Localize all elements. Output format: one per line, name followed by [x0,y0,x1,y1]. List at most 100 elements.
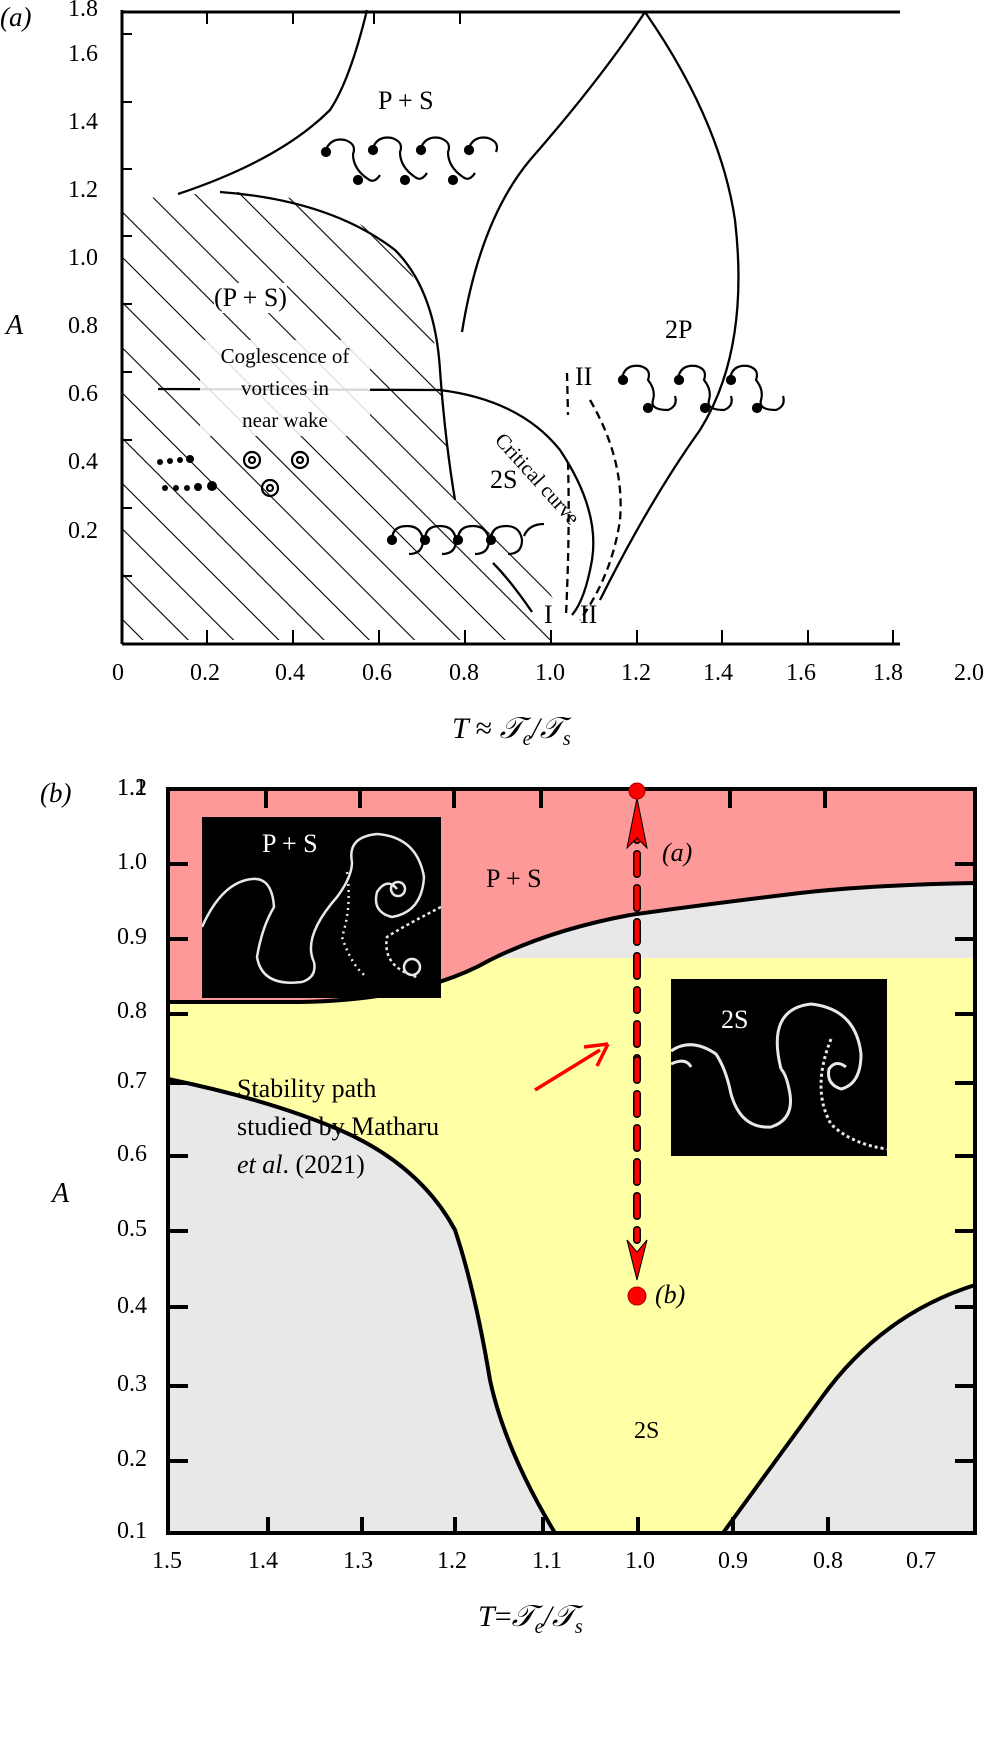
ytick: 1.6 [68,41,98,67]
ytick: 0.2 [117,1446,147,1472]
inset-ps-image: P + S [202,817,441,998]
ytick: 0.6 [68,381,98,407]
ytick: 1.8 [68,0,98,22]
ytick: 0.5 [117,1216,147,1242]
xtick: 1.5 [152,1548,182,1574]
panel-b-ylabel: A [52,1178,70,1209]
point-a-marker [628,782,646,800]
region-ps-label-b: P + S [486,864,542,893]
xtick: 1.3 [343,1548,373,1574]
ytick: 0.7 [117,1068,147,1094]
xtick: 0.2 [190,660,220,686]
annotation-line1: Stability path [237,1074,377,1103]
ps-upper-boundary [177,9,369,196]
xlabel-lhs: T [478,1600,495,1633]
panel-b-xlabel: T=𝒯e/𝒯s [478,1600,583,1638]
ytick: 0.8 [68,313,98,339]
near-wake-vortices [157,450,310,498]
ytick: 1.4 [68,109,98,135]
region-2p-label: 2P [665,315,693,344]
point-a-label: (a) [662,838,693,867]
xlabel-num: 𝒯 [511,1600,535,1633]
pointer-arrow [534,1048,601,1092]
xlabel-num-sub: e [534,1616,544,1638]
panel-a-ylabel: A [6,310,24,341]
xtick: 1.0 [535,660,565,686]
xlabel-num-sub: e [522,728,532,750]
inset-2s-image: 2S [671,979,887,1156]
xtick: 0.8 [813,1548,843,1574]
region-ps-label: P + S [378,86,434,115]
twop-vortex-street [617,364,785,414]
annotation-etal: et al [237,1150,283,1179]
ytick: 0.8 [117,998,147,1024]
inset-2s-label: 2S [721,1005,749,1034]
ytick: 0.1 [117,1518,147,1544]
xtick: 1.2 [437,1548,467,1574]
arrow-down-icon [626,1239,648,1281]
ytick: 0.4 [117,1293,147,1319]
xtick: 0.7 [906,1548,936,1574]
xlabel-num: 𝒯 [499,712,523,745]
twos-vortex-image [671,1002,887,1151]
xlabel-den-sub: s [562,728,571,750]
coalescence-line2: vortices in [240,376,330,400]
xtick: 1.2 [621,660,651,686]
coalescence-line1: Coglescence of [220,344,350,368]
coalescence-line3: near wake [242,408,328,432]
xtick: 1.1 [532,1548,562,1574]
panel-a-xlabel: T ≈ 𝒯e/𝒯s [452,712,571,750]
point-b-marker [627,1286,647,1306]
line-I [564,372,570,616]
ytick: 0.3 [117,1371,147,1397]
ytick: 1.0 [68,245,98,271]
xtick: 0 [112,660,124,686]
xlabel-den-sub: s [574,1616,583,1638]
xtick: 2.0 [954,660,984,686]
ytick: 0.6 [117,1141,147,1167]
stability-path [534,782,648,1306]
line-II [579,399,622,621]
ytick: 0.4 [68,449,98,475]
panel-b-label: (b) [40,778,72,808]
xtick: 0.8 [449,660,479,686]
ytick: 1.1 [117,775,147,801]
annotation-line2: studied by Matharu [237,1112,440,1141]
right-boundary [721,1283,976,1535]
region-2s-label-b: 2S [634,1418,660,1444]
inset-ps-label: P + S [262,829,318,858]
xlabel-lhs: T [452,712,469,745]
mark-II-top: II [575,362,593,391]
xlabel-den: 𝒯 [551,1600,575,1633]
xtick: 1.4 [703,660,733,686]
ytick: 1.0 [117,849,147,875]
coalescence-label: Coglescence of vortices in near wake [200,340,370,436]
xlabel-rel: = [494,1600,512,1633]
panel-a-label: (a) [0,2,32,32]
arrow-up-icon [626,797,648,850]
twop-outer-boundary [598,11,740,601]
ytick: 0.9 [117,924,147,950]
xlabel-rel: ≈ [475,712,493,745]
xtick: 0.9 [718,1548,748,1574]
hatched-boundary [219,190,457,501]
mark-II-bottom: II [580,600,598,629]
ytick: 0.2 [68,518,98,544]
twop-inner-boundary [460,11,646,333]
ps-vortex-street [320,136,499,186]
annotation-year: . (2021) [282,1150,365,1179]
twos-boundary [492,562,533,613]
xtick: 1.8 [873,660,903,686]
twos-vortex-street [386,522,545,556]
xlabel-den: 𝒯 [539,712,563,745]
left-boundary [167,1077,557,1535]
xtick: 1.0 [625,1548,655,1574]
ytick-top: 1.2 [117,775,147,801]
mark-I: I [544,600,553,629]
ytick: 1.2 [68,177,98,203]
point-b-label: (b) [655,1280,686,1309]
region-2s-label: 2S [490,465,518,494]
xtick: 1.4 [248,1548,278,1574]
xtick: 1.6 [786,660,816,686]
xtick: 0.6 [362,660,392,686]
